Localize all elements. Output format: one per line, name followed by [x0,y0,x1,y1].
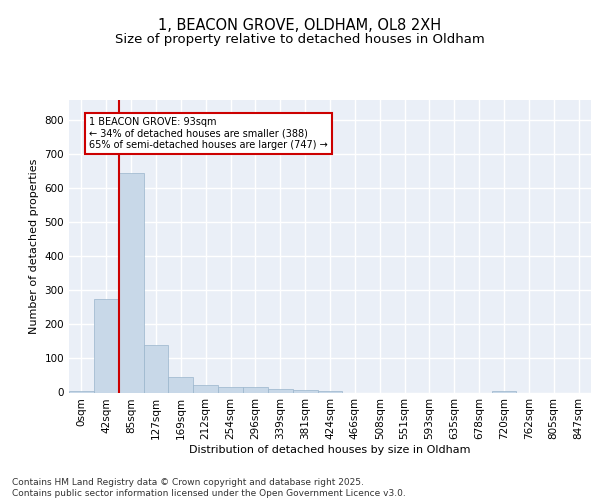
Bar [218,386,243,392]
Y-axis label: Number of detached properties: Number of detached properties [29,158,39,334]
Bar [293,390,317,392]
Bar [243,388,268,392]
Text: Size of property relative to detached houses in Oldham: Size of property relative to detached ho… [115,32,485,46]
Text: Contains HM Land Registry data © Crown copyright and database right 2025.
Contai: Contains HM Land Registry data © Crown c… [12,478,406,498]
Bar [119,173,143,392]
X-axis label: Distribution of detached houses by size in Oldham: Distribution of detached houses by size … [189,445,471,455]
Bar [169,376,193,392]
Text: 1, BEACON GROVE, OLDHAM, OL8 2XH: 1, BEACON GROVE, OLDHAM, OL8 2XH [158,18,442,32]
Text: 1 BEACON GROVE: 93sqm
← 34% of detached houses are smaller (388)
65% of semi-det: 1 BEACON GROVE: 93sqm ← 34% of detached … [89,117,328,150]
Bar [268,389,293,392]
Bar [69,391,94,392]
Bar [94,299,119,392]
Bar [317,391,343,392]
Bar [193,385,218,392]
Bar [143,345,169,393]
